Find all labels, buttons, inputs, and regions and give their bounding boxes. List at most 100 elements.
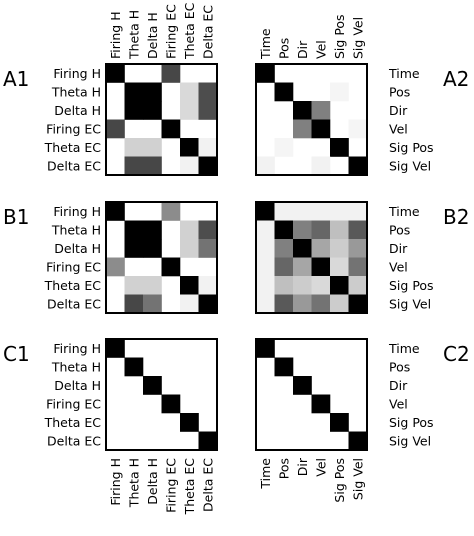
heatmap-cell xyxy=(274,239,294,258)
heatmap-cell xyxy=(311,202,331,221)
column-label-firing-h: Firing H xyxy=(108,458,123,506)
row-label-pos: Pos xyxy=(389,84,410,99)
matrix-frame xyxy=(255,201,368,314)
heatmap-cell xyxy=(198,82,218,102)
heatmap-cell xyxy=(274,202,294,221)
heatmap-cell xyxy=(293,220,312,240)
row-label-time: Time xyxy=(388,66,420,81)
heatmap-cell xyxy=(143,294,162,314)
heatmap-cell xyxy=(274,294,294,314)
heatmap-cell xyxy=(180,82,199,102)
panel-label: C2 xyxy=(443,342,470,366)
row-label-dir: Dir xyxy=(389,241,408,256)
column-label-theta-ec: Theta EC xyxy=(182,2,197,60)
heatmap-cell xyxy=(180,294,199,314)
row-label-sig-pos: Sig Pos xyxy=(389,278,434,293)
heatmap-cell xyxy=(293,239,312,258)
heatmap-cell xyxy=(256,156,275,176)
matrix-frame xyxy=(255,338,368,451)
row-label-vel: Vel xyxy=(389,121,408,136)
heatmap-cell xyxy=(274,276,294,295)
panel-label: A1 xyxy=(3,67,29,91)
row-label-sig-pos: Sig Pos xyxy=(389,415,434,430)
column-label-firing-ec: Firing EC xyxy=(163,458,178,513)
heatmap-cell xyxy=(274,357,294,377)
heatmap-cell xyxy=(293,119,312,139)
heatmap-cell xyxy=(180,138,199,157)
heatmap-cell xyxy=(293,202,312,221)
heatmap-cell xyxy=(198,156,218,176)
heatmap-cell xyxy=(161,119,181,139)
row-label-pos: Pos xyxy=(389,222,410,237)
heatmap-cell xyxy=(124,138,144,157)
heatmap-cell xyxy=(106,119,125,139)
row-label-vel: Vel xyxy=(389,259,408,274)
heatmap-cell xyxy=(143,82,162,102)
row-label-theta-ec: Theta EC xyxy=(44,140,102,155)
heatmap-cell xyxy=(330,202,349,221)
heatmap-cell xyxy=(330,294,349,314)
column-label-firing-ec: Firing EC xyxy=(163,4,178,59)
heatmap-cell xyxy=(256,220,275,240)
heatmap-cell xyxy=(198,220,218,240)
heatmap-cell xyxy=(161,202,181,221)
row-label-theta-ec: Theta EC xyxy=(44,415,102,430)
heatmap-cell xyxy=(180,101,199,120)
heatmap-cell xyxy=(348,119,368,139)
heatmap-cell xyxy=(330,276,349,295)
row-label-delta-h: Delta H xyxy=(54,103,101,118)
column-label-sig-vel: Sig Vel xyxy=(350,458,365,500)
heatmap-cell xyxy=(330,239,349,258)
heatmap-cell xyxy=(293,294,312,314)
row-label-sig-vel: Sig Vel xyxy=(389,296,431,311)
column-label-sig-pos: Sig Pos xyxy=(332,14,347,59)
heatmap-cell xyxy=(143,376,162,395)
heatmap-cell xyxy=(348,239,368,258)
row-label-dir: Dir xyxy=(389,378,408,393)
heatmap-cell xyxy=(330,82,349,102)
row-label-delta-ec: Delta EC xyxy=(47,296,101,311)
heatmap-cell xyxy=(330,138,349,157)
heatmap-cell xyxy=(106,202,125,221)
row-label-firing-ec: Firing EC xyxy=(46,259,101,274)
heatmap-cell xyxy=(143,276,162,295)
heatmap-cell xyxy=(180,220,199,240)
heatmap-cell xyxy=(198,431,218,451)
row-label-theta-h: Theta H xyxy=(51,359,101,374)
column-label-dir: Dir xyxy=(295,457,310,476)
heatmap-cell xyxy=(348,294,368,314)
heatmap-cell xyxy=(293,257,312,277)
heatmap-cell xyxy=(124,101,144,120)
row-label-sig-vel: Sig Vel xyxy=(389,433,431,448)
heatmap-cell xyxy=(274,138,294,157)
heatmap-cell xyxy=(330,413,349,432)
row-label-delta-h: Delta H xyxy=(54,241,101,256)
heatmap-cell xyxy=(198,294,218,314)
heatmap-cell xyxy=(198,101,218,120)
column-label-time: Time xyxy=(258,28,273,60)
row-label-sig-pos: Sig Pos xyxy=(389,140,434,155)
heatmap-cell xyxy=(348,220,368,240)
heatmap-cell xyxy=(311,257,331,277)
row-label-pos: Pos xyxy=(389,359,410,374)
column-label-vel: Vel xyxy=(313,458,328,477)
column-label-pos: Pos xyxy=(276,458,291,479)
heatmap-cell xyxy=(311,276,331,295)
heatmap-cell xyxy=(143,138,162,157)
row-label-firing-h: Firing H xyxy=(53,204,101,219)
heatmap-cell xyxy=(348,156,368,176)
heatmap-cell xyxy=(348,202,368,221)
column-label-theta-ec: Theta EC xyxy=(182,458,197,516)
column-label-sig-pos: Sig Pos xyxy=(332,458,347,503)
heatmap-cell xyxy=(311,101,331,120)
heatmap-cell xyxy=(161,64,181,83)
row-label-vel: Vel xyxy=(389,396,408,411)
row-label-theta-ec: Theta EC xyxy=(44,278,102,293)
heatmap-cell xyxy=(106,257,125,277)
column-label-theta-h: Theta H xyxy=(126,458,141,508)
heatmap-cell xyxy=(293,101,312,120)
row-label-time: Time xyxy=(388,204,420,219)
heatmap-cell xyxy=(330,257,349,277)
column-label-vel: Vel xyxy=(313,40,328,59)
